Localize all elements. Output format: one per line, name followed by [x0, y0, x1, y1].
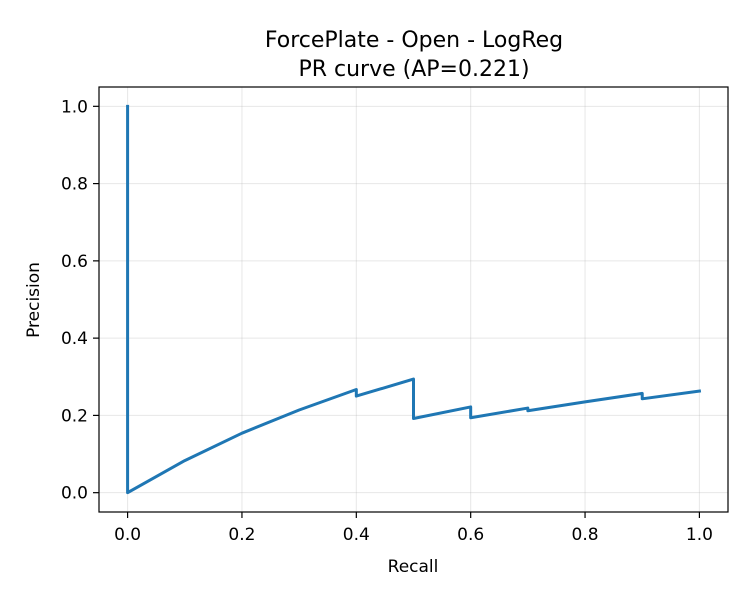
x-tick-label: 0.2	[228, 525, 255, 545]
y-tick-label: 0.0	[61, 484, 88, 504]
x-tick-label: 0.8	[572, 525, 599, 545]
y-axis-ticks: 0.0 0.2 0.4 0.6 0.8 1.0	[61, 97, 99, 504]
grid-lines	[99, 87, 728, 512]
x-axis-label: Recall	[388, 557, 439, 577]
y-tick-label: 1.0	[61, 97, 88, 117]
x-tick-label: 0.4	[343, 525, 370, 545]
pr-curve-line	[126, 104, 702, 495]
x-tick-label: 0.0	[114, 525, 141, 545]
x-tick-label: 0.6	[457, 525, 484, 545]
y-tick-label: 0.8	[61, 175, 88, 195]
x-axis-ticks: 0.0 0.2 0.4 0.6 0.8 1.0	[114, 512, 713, 545]
y-tick-label: 0.4	[61, 329, 88, 349]
chart-title: ForcePlate - Open - LogReg	[265, 28, 563, 53]
y-tick-label: 0.2	[61, 406, 88, 426]
y-tick-label: 0.6	[61, 252, 88, 272]
chart-subtitle: PR curve (AP=0.221)	[298, 57, 529, 82]
y-axis-label: Precision	[24, 262, 44, 338]
plot-series	[126, 104, 702, 495]
plot-area-frame	[98, 86, 729, 513]
x-tick-label: 1.0	[686, 525, 713, 545]
